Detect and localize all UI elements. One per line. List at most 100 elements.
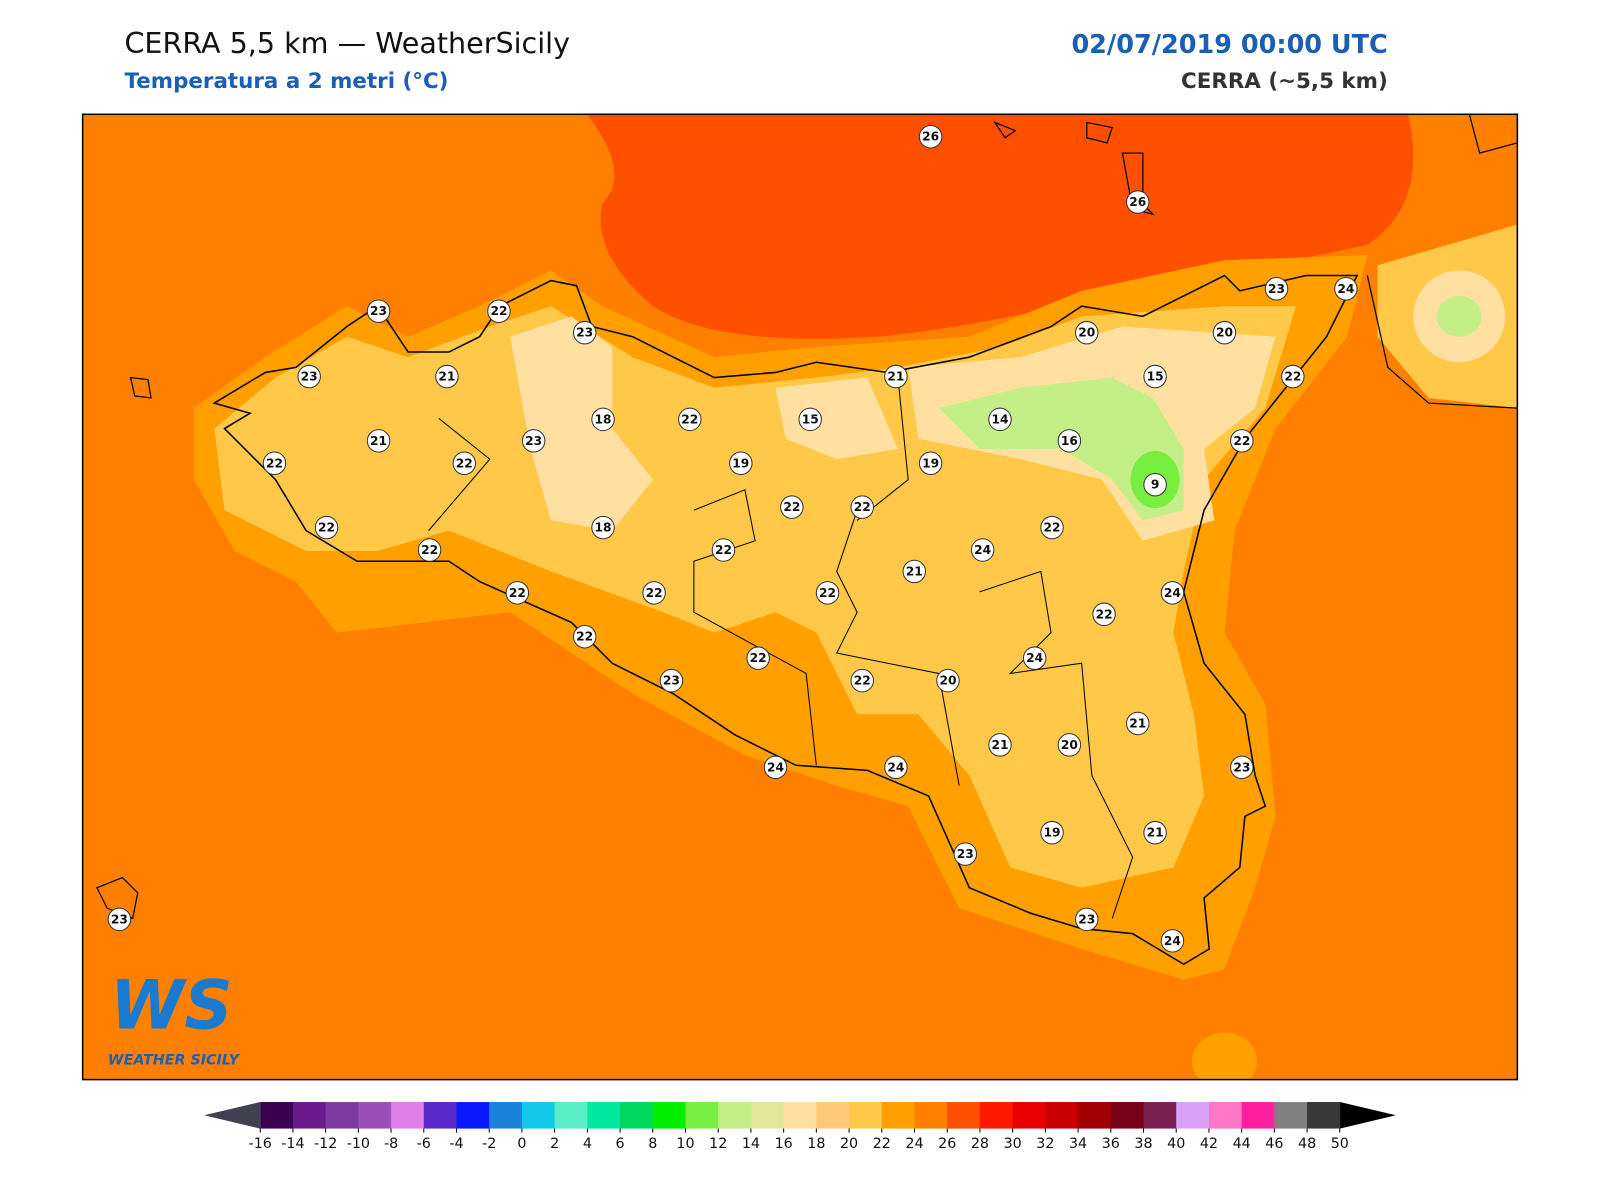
colorbar-tick-label: 4 bbox=[583, 1136, 592, 1152]
islands bbox=[96, 114, 1518, 920]
station-value: 20 bbox=[1216, 326, 1233, 340]
station-marker bbox=[1092, 602, 1116, 627]
colorbar-bin bbox=[1078, 1102, 1112, 1129]
station-marker bbox=[521, 429, 546, 453]
station-value: 21 bbox=[887, 370, 904, 384]
station-value: 26 bbox=[1129, 195, 1146, 209]
station-marker bbox=[1126, 711, 1150, 736]
colorbar-extend-high bbox=[1339, 1102, 1396, 1129]
station-value: 23 bbox=[301, 370, 318, 384]
colorbar-tick-label: 10 bbox=[676, 1136, 694, 1152]
stations: 26 26 23 22 23 23 24 23 21 21 20 20 15 22 21 22 22 23 18 22… bbox=[107, 125, 1358, 953]
station-marker bbox=[918, 125, 943, 149]
station-marker bbox=[918, 451, 943, 475]
colorbar-bin bbox=[423, 1102, 458, 1129]
station-value: 22 bbox=[1284, 370, 1301, 384]
station-value: 18 bbox=[595, 521, 612, 535]
station-marker bbox=[1212, 320, 1237, 345]
colorbar-bin bbox=[914, 1102, 948, 1129]
station-marker bbox=[505, 581, 530, 605]
station-value: 22 bbox=[456, 456, 473, 470]
station-marker bbox=[1057, 733, 1082, 757]
station-marker bbox=[591, 515, 615, 540]
colorbar-bin bbox=[489, 1102, 523, 1129]
station-value: 24 bbox=[1026, 651, 1043, 665]
colorbar-bin bbox=[292, 1102, 327, 1129]
colorbar-tick-label: 36 bbox=[1102, 1136, 1120, 1152]
station-value: 19 bbox=[1044, 826, 1061, 840]
land-cool bbox=[510, 316, 1276, 541]
colorbar-extend-low bbox=[204, 1102, 261, 1129]
station-marker bbox=[107, 907, 132, 932]
colorbar-tick-label: 48 bbox=[1298, 1136, 1316, 1152]
colorbar-tick-label: 30 bbox=[1004, 1136, 1022, 1152]
colorbar-tick-label: 50 bbox=[1331, 1136, 1349, 1152]
station-marker bbox=[1160, 581, 1185, 605]
colorbar-bin bbox=[718, 1102, 752, 1129]
station-value: 22 bbox=[819, 586, 836, 600]
station-value: 22 bbox=[854, 674, 871, 688]
station-marker bbox=[659, 668, 684, 693]
station-value: 24 bbox=[1164, 934, 1181, 948]
station-marker bbox=[1281, 364, 1305, 389]
colorbar-tick-label: -12 bbox=[314, 1136, 337, 1152]
station-value: 23 bbox=[370, 304, 387, 318]
logo-name: WEATHER SICILY bbox=[108, 1052, 241, 1068]
station-value: 22 bbox=[1233, 434, 1250, 448]
station-marker bbox=[970, 538, 995, 562]
colorbar-bin bbox=[1274, 1102, 1308, 1129]
station-marker bbox=[1040, 820, 1064, 845]
station-value: 26 bbox=[922, 130, 939, 144]
colorbar-tick-label: 0 bbox=[517, 1136, 526, 1152]
coastline bbox=[212, 274, 1359, 966]
colorbar-bin bbox=[881, 1102, 916, 1129]
station-marker bbox=[988, 407, 1012, 432]
colorbar-tick-label: 46 bbox=[1265, 1136, 1283, 1152]
colorbar-tick-label: 18 bbox=[807, 1136, 825, 1152]
colorbar-tick-label: 42 bbox=[1200, 1136, 1218, 1152]
station-value: 19 bbox=[922, 456, 939, 470]
colorbar-bin bbox=[947, 1102, 981, 1129]
station-marker bbox=[780, 495, 804, 519]
colorbar-tick-label: -6 bbox=[417, 1136, 431, 1152]
station-marker bbox=[953, 842, 978, 866]
colorbar-bin bbox=[456, 1102, 490, 1129]
station-value: 23 bbox=[576, 326, 593, 340]
station-marker bbox=[642, 581, 666, 605]
map-frame bbox=[81, 113, 1519, 1081]
colorbar-bin bbox=[1143, 1102, 1177, 1129]
station-value: 21 bbox=[991, 738, 1008, 752]
colorbar-bin bbox=[685, 1102, 719, 1129]
station-marker bbox=[1057, 429, 1082, 453]
colorbar-tick-label: -14 bbox=[281, 1136, 304, 1152]
station-value: 24 bbox=[1164, 586, 1181, 600]
colorbar-tick-label: -4 bbox=[449, 1136, 463, 1152]
station-value: 22 bbox=[266, 456, 283, 470]
colorbar-bin bbox=[783, 1102, 817, 1129]
colorbar-bin bbox=[1307, 1102, 1341, 1129]
colorbar-bin bbox=[1176, 1102, 1210, 1129]
colorbar-tick-label: 8 bbox=[648, 1136, 657, 1152]
station-marker bbox=[1143, 820, 1167, 845]
colorbar-bin bbox=[816, 1102, 850, 1129]
colorbar-tick-label: 6 bbox=[616, 1136, 625, 1152]
station-marker bbox=[936, 668, 960, 693]
station-marker bbox=[1126, 190, 1150, 214]
station-value: 24 bbox=[974, 543, 991, 557]
station-marker bbox=[763, 755, 788, 780]
station-value: 22 bbox=[421, 543, 438, 557]
colorbar-tick-label: 20 bbox=[840, 1136, 858, 1152]
station-marker bbox=[572, 625, 597, 649]
station-marker bbox=[746, 646, 770, 670]
station-marker bbox=[1075, 907, 1099, 932]
colorbar-tick-label: -16 bbox=[249, 1136, 272, 1152]
station-marker bbox=[711, 538, 736, 562]
colorbar-bin bbox=[325, 1102, 359, 1129]
station-marker bbox=[729, 451, 753, 475]
station-value: 21 bbox=[906, 564, 923, 578]
colorbar-bin bbox=[587, 1102, 621, 1129]
colorbar-tick-label: 26 bbox=[938, 1136, 956, 1152]
colorbar-tick-label: 34 bbox=[1069, 1136, 1087, 1152]
colorbar-tick-label: 40 bbox=[1167, 1136, 1185, 1152]
colorbar-tick-label: 24 bbox=[905, 1136, 923, 1152]
